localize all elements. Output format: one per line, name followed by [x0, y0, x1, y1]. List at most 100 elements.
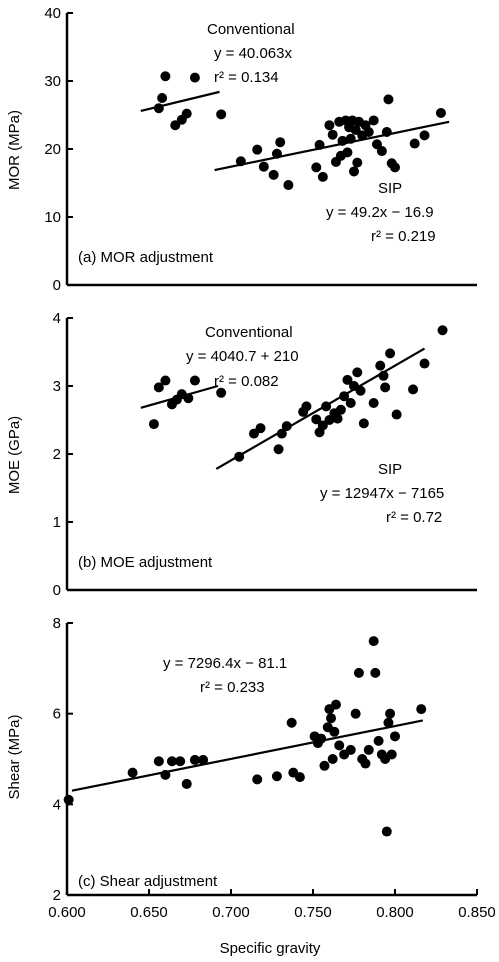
data-point	[363, 127, 374, 137]
data-point	[390, 731, 400, 742]
data-point	[258, 161, 269, 172]
data-point	[368, 115, 379, 126]
y-tick-label: 10	[44, 209, 61, 226]
data-point	[368, 398, 379, 408]
data-point	[170, 120, 181, 131]
sip-name: SIP	[378, 461, 402, 478]
data-point	[181, 108, 192, 119]
y-tick-label: 0	[53, 277, 61, 294]
data-point	[294, 772, 305, 783]
data-point	[419, 130, 430, 141]
y-tick-label: 4	[53, 796, 61, 813]
data-point	[355, 385, 366, 396]
data-point	[317, 420, 328, 431]
data-point	[350, 708, 361, 719]
fit-line	[214, 120, 450, 172]
panel-label: (a) MOR adjustment	[78, 249, 214, 266]
data-point	[157, 93, 168, 103]
data-point	[358, 418, 369, 429]
fit-lines	[71, 719, 424, 792]
data-point	[160, 375, 171, 386]
data-point	[311, 162, 322, 173]
data-point	[198, 754, 209, 765]
data-point	[148, 419, 159, 430]
data-point	[255, 423, 266, 434]
y-tick-label: 30	[44, 73, 61, 90]
fit-line	[140, 90, 220, 112]
y-tick-label: 2	[53, 887, 61, 904]
data-point	[375, 360, 386, 371]
data-point	[390, 162, 400, 173]
panel-label: (b) MOE adjustment	[78, 554, 213, 571]
data-point	[437, 325, 448, 336]
data-point	[252, 774, 263, 785]
data-point	[334, 740, 345, 751]
data-point	[337, 135, 348, 146]
conventional-r2: r² = 0.082	[214, 373, 279, 390]
data-point	[376, 146, 387, 157]
y-ticks: 0 1 2 3 4	[53, 310, 73, 599]
data-point	[335, 404, 346, 415]
data-points	[153, 71, 446, 191]
panel-label: (c) Shear adjustment	[78, 873, 218, 890]
data-point	[283, 180, 294, 191]
data-point	[63, 794, 74, 805]
sip-r2: r² = 0.72	[386, 509, 442, 526]
data-points	[63, 636, 427, 837]
data-point	[409, 138, 420, 149]
data-point	[314, 139, 325, 150]
data-point	[281, 421, 292, 432]
conventional-name: Conventional	[205, 324, 293, 341]
data-point	[435, 107, 446, 118]
data-point	[252, 144, 263, 155]
y-tick-label: 4	[53, 310, 61, 327]
data-point	[311, 414, 322, 425]
y-ticks: 0 10 20 30 40	[44, 5, 73, 294]
x-tick-label: 0.650	[130, 904, 168, 921]
data-point	[330, 699, 341, 710]
x-ticks: 0.600 0.650 0.700 0.750 0.800 0.850	[48, 889, 496, 921]
y-axis-label: MOE (GPa)	[6, 416, 23, 494]
data-point	[329, 726, 340, 737]
x-tick-label: 0.750	[294, 904, 332, 921]
data-point	[189, 375, 200, 386]
data-point	[368, 636, 379, 647]
data-point	[273, 444, 284, 455]
data-point	[352, 157, 363, 168]
data-point	[189, 754, 200, 765]
data-point	[360, 758, 371, 769]
data-point	[385, 348, 396, 359]
data-point	[248, 428, 259, 439]
fit-line	[71, 719, 424, 792]
x-axis-label: Specific gravity	[220, 940, 321, 957]
equation: y = 7296.4x − 81.1	[163, 655, 287, 672]
fit-line	[215, 347, 426, 470]
data-point	[408, 384, 419, 395]
conventional-equation: y = 40.063x	[214, 45, 292, 62]
panel-moe: 0 1 2 3 4 MOE (GPa) Conventional y = 4040.7 …	[6, 310, 477, 599]
data-point	[345, 744, 356, 755]
panel-mor: 0 10 20 30 40 MOR (MPa) Conventional y = 40.…	[6, 5, 477, 294]
data-point	[370, 667, 381, 678]
data-point	[153, 103, 164, 114]
data-point	[353, 667, 364, 678]
y-tick-label: 1	[53, 514, 61, 531]
y-tick-label: 0	[53, 582, 61, 599]
data-point	[385, 708, 396, 719]
data-point	[373, 735, 384, 746]
data-point	[153, 382, 164, 393]
data-point	[160, 769, 171, 780]
data-point	[332, 413, 343, 424]
data-point	[419, 358, 430, 369]
data-point	[216, 387, 227, 398]
data-point	[127, 767, 138, 778]
data-point	[286, 717, 297, 728]
data-point	[327, 754, 338, 764]
data-point	[345, 398, 356, 408]
sip-name: SIP	[378, 180, 402, 197]
sip-r2: r² = 0.219	[371, 228, 436, 245]
data-point	[275, 137, 286, 148]
data-point	[183, 393, 194, 404]
data-point	[349, 166, 359, 177]
data-points	[148, 325, 448, 462]
